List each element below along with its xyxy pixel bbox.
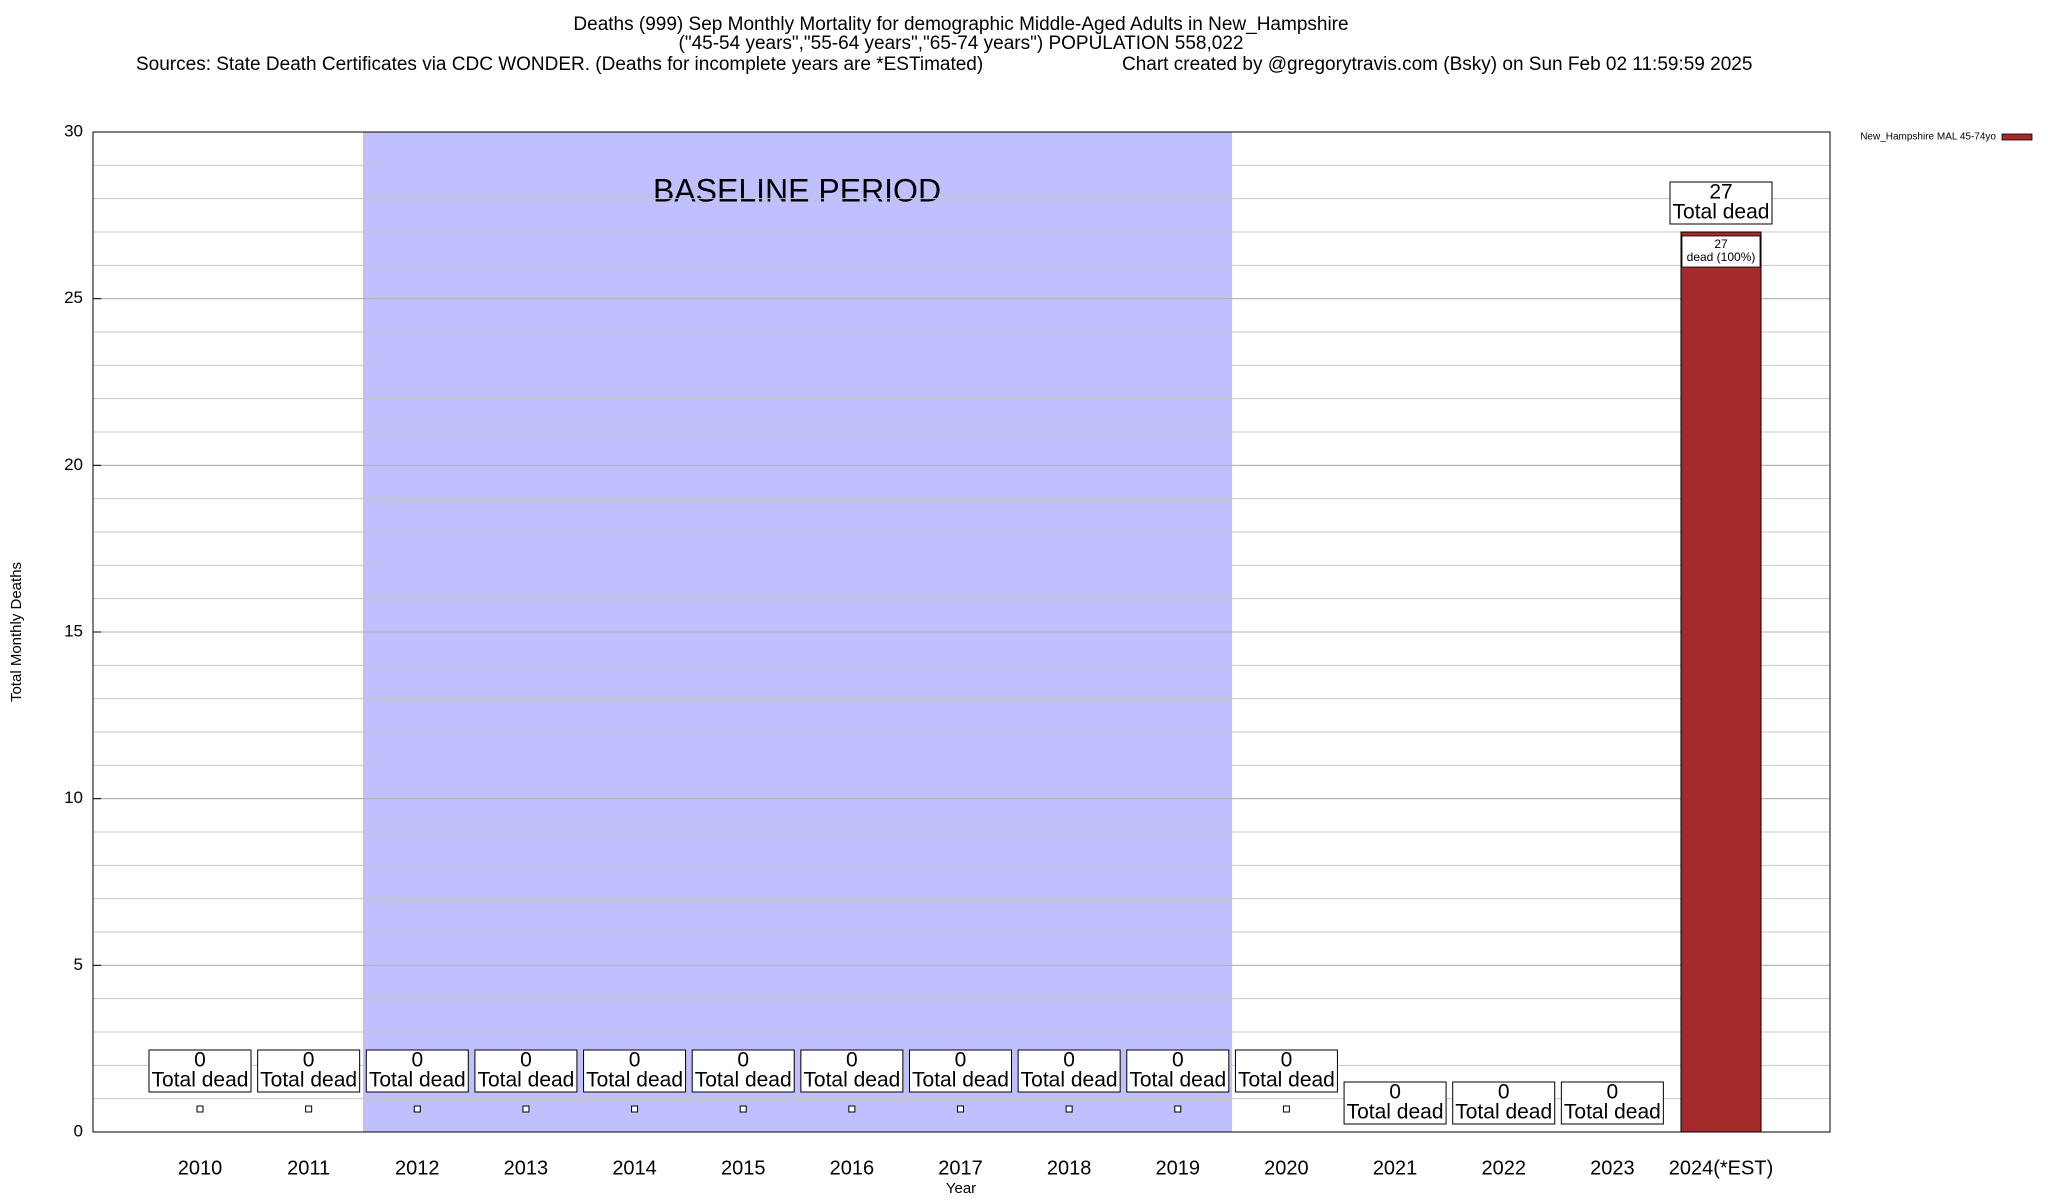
zero-marker (739, 1105, 747, 1113)
x-tick-label: 2015 (721, 1157, 766, 1179)
zero-marker (1282, 1105, 1290, 1113)
y-tick-label: 10 (64, 788, 83, 807)
total-label: Total dead (1238, 1069, 1335, 1092)
total-value: 0 (1063, 1049, 1075, 1072)
total-value: 0 (737, 1049, 749, 1072)
total-value: 0 (1607, 1081, 1619, 1104)
bar (1680, 231, 1762, 1133)
zero-marker (305, 1105, 313, 1113)
total-label-box (148, 1049, 252, 1093)
total-value: 27 (1709, 181, 1732, 204)
x-tick-label: 2014 (612, 1157, 657, 1179)
total-value: 0 (1498, 1081, 1510, 1104)
total-label-box (1126, 1049, 1230, 1093)
total-label: Total dead (477, 1069, 574, 1092)
x-tick-label: 2010 (178, 1157, 223, 1179)
zero-marker (1065, 1105, 1073, 1113)
total-label: Total dead (1673, 201, 1770, 224)
total-label-box (1234, 1049, 1338, 1093)
total-label-box (1343, 1081, 1447, 1125)
total-label-box (365, 1049, 469, 1093)
segment-value: 27 (1714, 237, 1728, 251)
zero-marker (848, 1105, 856, 1113)
total-label: Total dead (260, 1069, 357, 1092)
segment-label: dead (100%) (1687, 250, 1756, 264)
total-label-box (1017, 1049, 1121, 1093)
zero-marker (522, 1105, 530, 1113)
x-tick-label: 2012 (395, 1157, 440, 1179)
legend-label: New_Hampshire MAL 45-74yo (1860, 132, 1996, 143)
total-label-box (583, 1049, 687, 1093)
total-label: Total dead (369, 1069, 466, 1092)
x-tick-label: 2021 (1373, 1157, 1418, 1179)
total-label: Total dead (1129, 1069, 1226, 1092)
total-label: Total dead (152, 1069, 249, 1092)
total-value: 0 (1172, 1049, 1184, 1072)
total-label-box (909, 1049, 1012, 1093)
chart-subtitle: ("45-54 years","55-64 years","65-74 year… (679, 33, 1244, 54)
total-label: Total dead (1455, 1101, 1552, 1124)
x-tick-label: 2013 (504, 1157, 549, 1179)
total-label-box (691, 1049, 795, 1093)
x-tick-label: 2011 (287, 1157, 330, 1179)
y-tick-label: 30 (64, 121, 83, 140)
y-tick-label: 15 (64, 621, 83, 640)
zero-marker (196, 1105, 204, 1113)
total-label: Total dead (695, 1069, 792, 1092)
x-tick-label: 2024(*EST) (1669, 1157, 1774, 1179)
total-label: Total dead (586, 1069, 683, 1092)
x-tick-label: 2016 (830, 1157, 875, 1179)
y-tick-label: 0 (74, 1121, 83, 1140)
x-tick-label: 2019 (1156, 1157, 1201, 1179)
total-label-box (1452, 1081, 1556, 1125)
x-axis-label: Year (946, 1180, 976, 1197)
x-tick-label: 2018 (1047, 1157, 1092, 1179)
total-value: 0 (520, 1049, 532, 1072)
total-value: 0 (303, 1049, 315, 1072)
y-tick-label: 5 (74, 955, 83, 974)
x-tick-label: 2022 (1481, 1157, 1526, 1179)
annotation: BASELINE PERIOD (653, 172, 941, 208)
total-value: 0 (1389, 1081, 1401, 1104)
segment-label-box (1681, 235, 1761, 268)
total-label: Total dead (1564, 1101, 1661, 1124)
plot-frame (92, 131, 1831, 1133)
x-tick-label: 2020 (1264, 1157, 1309, 1179)
total-label: Total dead (1347, 1101, 1444, 1124)
total-label-box (800, 1049, 904, 1093)
total-value: 0 (846, 1049, 858, 1072)
y-tick-label: 25 (64, 288, 83, 307)
total-label-box (1669, 181, 1773, 225)
y-axis-label: Total Monthly Deaths (8, 562, 25, 702)
total-label: Total dead (1021, 1069, 1118, 1092)
zero-marker (413, 1105, 421, 1113)
total-value: 0 (194, 1049, 206, 1072)
legend-swatch (2001, 133, 2033, 141)
total-label-box (257, 1049, 361, 1093)
total-value: 0 (629, 1049, 641, 1072)
sources: Sources: State Death Certificates via CD… (136, 54, 983, 75)
zero-marker (1174, 1105, 1182, 1113)
x-tick-label: 2017 (938, 1157, 983, 1179)
total-label-box (1560, 1081, 1664, 1125)
total-label-box (474, 1049, 578, 1093)
credit: Chart created by @gregorytravis.com (Bsk… (1122, 54, 1752, 75)
chart-title: Deaths (999) Sep Monthly Mortality for d… (573, 14, 1348, 35)
zero-marker (957, 1105, 964, 1113)
total-value: 0 (955, 1049, 967, 1072)
zero-marker (631, 1105, 639, 1113)
total-label: Total dead (803, 1069, 900, 1092)
total-label: Total dead (912, 1069, 1009, 1092)
y-tick-label: 20 (64, 455, 83, 474)
total-value: 0 (1281, 1049, 1293, 1072)
total-value: 0 (411, 1049, 423, 1072)
x-tick-label: 2023 (1590, 1157, 1635, 1179)
